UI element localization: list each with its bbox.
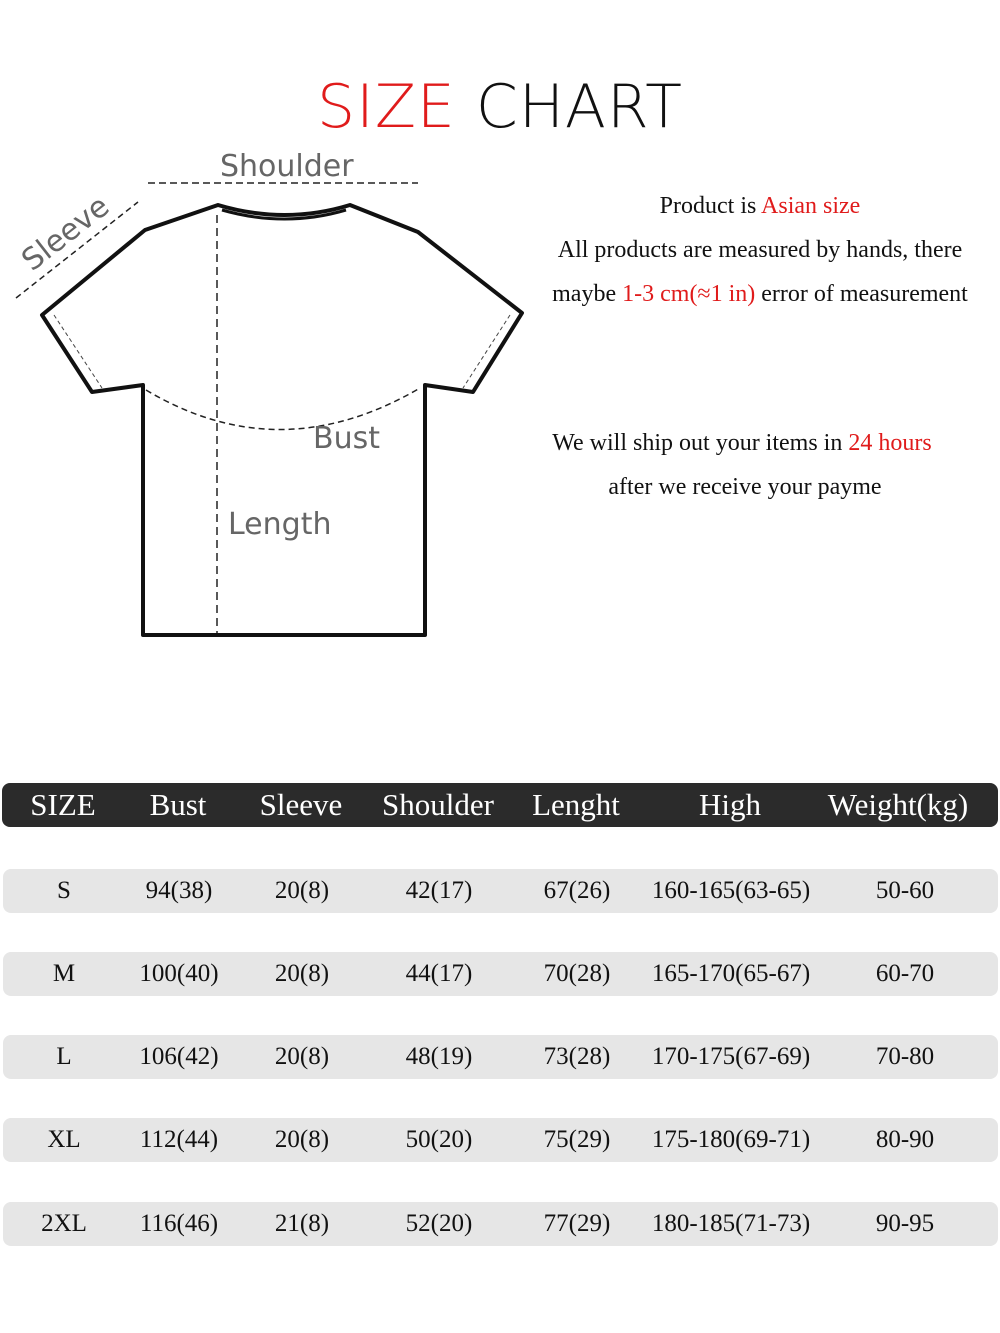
table-cell: 94(38) (145, 877, 213, 904)
table-cell: 90-95 (875, 1210, 935, 1237)
table-cell: 50(20) (405, 1126, 473, 1153)
table-cell: 170-175(67-69) (651, 1043, 811, 1070)
length-label: Length (228, 507, 331, 542)
table-cell: 70(28) (543, 960, 611, 987)
table-cell: 75(29) (543, 1126, 611, 1153)
column-header: Weight(kg) (827, 787, 969, 822)
column-header: SIZE (30, 787, 96, 822)
title-size: SIZE (317, 72, 456, 142)
table-row: S 94(38) 20(8) 42(17) 67(26) 160-165(63-65) 50… (3, 869, 998, 913)
table-cell: M (52, 960, 76, 987)
table-cell: 112(44) (139, 1126, 219, 1153)
column-header: High (699, 787, 761, 822)
info-error: maybe 1-3 cm(≈1 in) error of measurement (552, 281, 968, 307)
table-cell: 52(20) (405, 1210, 473, 1237)
info-payment: after we receive your payme (608, 474, 882, 500)
table-cell: 20(8) (274, 877, 330, 904)
info-measured: All products are measured by hands, ther… (557, 237, 963, 263)
column-header: Sleeve (259, 787, 343, 822)
page-title: SIZE CHART (0, 72, 1000, 142)
table-cell: S (57, 877, 71, 904)
table-cell: 106(42) (139, 1043, 219, 1070)
title-chart: CHART (475, 72, 683, 142)
table-cell: L (56, 1043, 72, 1070)
table-cell: 100(40) (139, 960, 219, 987)
column-header: Lenght (532, 787, 620, 822)
info-asian-size: Product is Asian size (659, 193, 861, 219)
table-cell: 77(29) (543, 1210, 611, 1237)
table-row: XL 112(44) 20(8) 50(20) 75(29) 175-180(69-71)… (3, 1118, 998, 1162)
table-row: 2XL 116(46) 21(8) 52(20) 77(29) 180-185(71-73… (3, 1202, 998, 1246)
table-cell: 42(17) (405, 877, 473, 904)
info-shipping: We will ship out your items in 24 hours (552, 430, 932, 456)
table-cell: 48(19) (405, 1043, 473, 1070)
table-cell: 20(8) (274, 1126, 330, 1153)
table-cell: 20(8) (274, 960, 330, 987)
table-cell: 2XL (41, 1210, 87, 1237)
table-cell: 116(46) (139, 1210, 219, 1237)
table-cell: 44(17) (405, 960, 473, 987)
table-cell: 160-165(63-65) (651, 877, 811, 904)
column-header: Bust (149, 787, 207, 822)
table-cell: 175-180(69-71) (651, 1126, 811, 1153)
tshirt-diagram: Shoulder Sleeve Bust Length (15, 149, 524, 637)
table-cell: 70-80 (875, 1043, 935, 1070)
column-header: Shoulder (382, 787, 494, 822)
table-header: SIZE Bust Sleeve Shoulder Lenght High Weight(k… (2, 783, 998, 827)
table-cell: 180-185(71-73) (651, 1210, 811, 1237)
table-cell: 80-90 (875, 1126, 935, 1153)
table-cell: 165-170(65-67) (651, 960, 811, 987)
table-cell: 60-70 (875, 960, 935, 987)
table-cell: 21(8) (274, 1210, 330, 1237)
table-cell: XL (47, 1126, 81, 1153)
table-cell: 20(8) (274, 1043, 330, 1070)
bust-label: Bust (313, 421, 380, 456)
table-row: L 106(42) 20(8) 48(19) 73(28) 170-175(67-69) 7… (3, 1035, 998, 1079)
table-cell: 50-60 (875, 877, 935, 904)
table-cell: 67(26) (543, 877, 611, 904)
table-row: M 100(40) 20(8) 44(17) 70(28) 165-170(65-67) 6… (3, 952, 998, 996)
table-cell: 73(28) (543, 1043, 611, 1070)
shoulder-label: Shoulder (220, 149, 354, 184)
